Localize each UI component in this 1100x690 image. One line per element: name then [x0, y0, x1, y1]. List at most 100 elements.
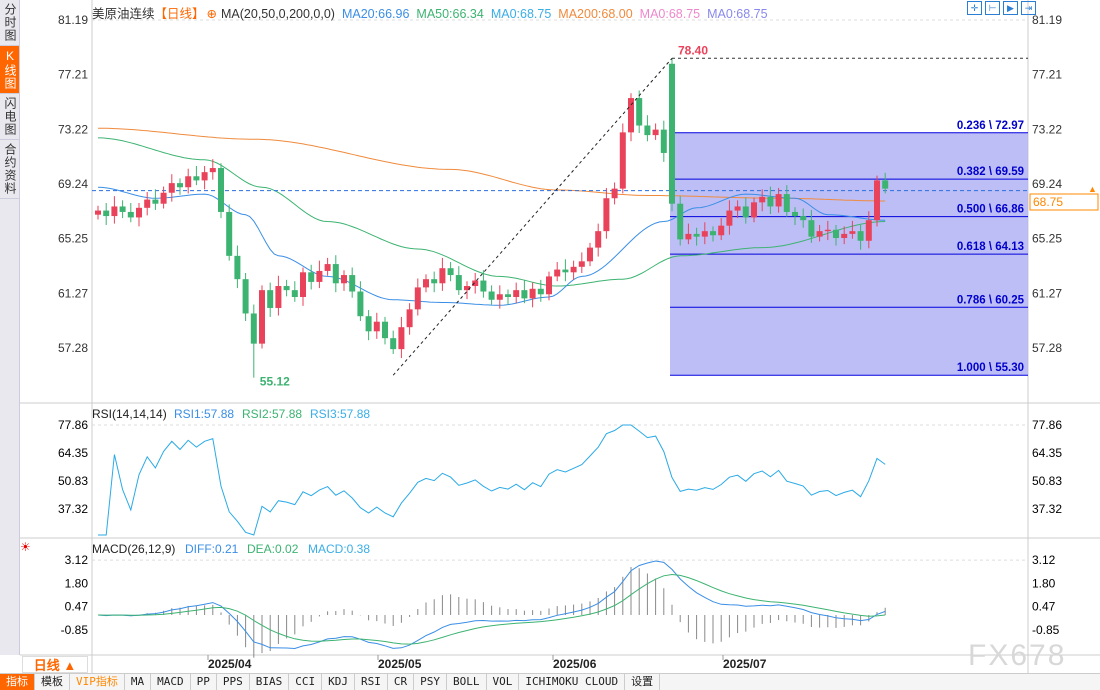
- candle: [193, 176, 200, 181]
- candle: [226, 211, 233, 256]
- price-tick: 65.25: [1032, 232, 1062, 246]
- chart-header: 美原油连续【日线】 ⊕ MA(20,50,0,200,0,0) MA20:66.96 M…: [92, 3, 775, 22]
- date-label: 2025/07: [723, 657, 767, 671]
- candle: [660, 129, 667, 153]
- candle: [316, 270, 323, 282]
- sidebar-item-timeshare[interactable]: 分时图: [0, 0, 19, 46]
- sidebar-item-flash[interactable]: 闪电图: [0, 94, 19, 140]
- date-label: 2025/04: [208, 657, 252, 671]
- candle: [267, 290, 274, 308]
- settings-icon[interactable]: ⊕: [206, 7, 218, 21]
- ma0-value: MA0:68.75: [639, 7, 701, 21]
- candle: [751, 202, 757, 218]
- rsi-tick: 50.83: [1032, 474, 1062, 488]
- diff-value: DIFF:0.21: [185, 542, 239, 556]
- chart-canvas[interactable]: 81.19 81.19 77.21 77.21 73.22 73.22 69.24 69.24…: [0, 0, 1100, 673]
- candle: [710, 231, 716, 236]
- zoom-x-icon[interactable]: ⊢: [985, 1, 1000, 15]
- candle: [382, 321, 388, 339]
- macd-settings-icon: ☀: [20, 540, 31, 554]
- tab-16[interactable]: 设置: [625, 674, 661, 690]
- candle: [619, 132, 626, 189]
- rsi3-value: RSI3:57.88: [310, 407, 370, 421]
- tab-6[interactable]: PPS: [217, 674, 250, 690]
- candle: [677, 203, 684, 240]
- symbol-name: 美原油连续: [92, 7, 155, 21]
- price-tick: 57.28: [1032, 341, 1062, 355]
- candle: [136, 207, 142, 218]
- tab-9[interactable]: KDJ: [322, 674, 355, 690]
- candle: [324, 264, 331, 271]
- candle: [185, 176, 192, 188]
- price-tick: 57.28: [58, 341, 88, 355]
- candle: [874, 180, 880, 221]
- tab-5[interactable]: PP: [191, 674, 217, 690]
- candle: [447, 268, 454, 276]
- tab-2[interactable]: VIP指标: [70, 674, 125, 690]
- candle: [127, 211, 134, 218]
- dea-value: DEA:0.02: [247, 542, 299, 556]
- candle: [349, 275, 356, 292]
- high-label: 78.40: [678, 43, 708, 57]
- rsi2-value: RSI2:57.88: [242, 407, 302, 421]
- tab-4[interactable]: MACD: [151, 674, 191, 690]
- tab-7[interactable]: BIAS: [250, 674, 290, 690]
- candle: [275, 286, 282, 308]
- candle: [431, 279, 438, 284]
- candle: [119, 206, 126, 212]
- tab-15[interactable]: ICHIMOKU CLOUD: [519, 674, 626, 690]
- crosshair-icon[interactable]: ✛: [967, 1, 982, 15]
- candle: [587, 247, 593, 262]
- zoom-y-icon[interactable]: ▶: [1003, 1, 1018, 15]
- candle: [496, 294, 503, 300]
- candle: [242, 279, 249, 314]
- candle: [701, 231, 708, 237]
- fib-level-label: 1.000 \ 55.30: [957, 362, 1024, 374]
- scroll-end-icon[interactable]: ⇥: [1021, 1, 1036, 15]
- candle: [628, 98, 634, 133]
- candle: [398, 327, 405, 350]
- period-button[interactable]: 日线 ▲: [22, 656, 88, 673]
- current-price-badge: [1029, 193, 1099, 211]
- sidebar-item-kline[interactable]: K线图: [0, 46, 19, 94]
- candle: [685, 233, 692, 240]
- sidebar-item-contract-info[interactable]: 合约资料: [0, 140, 19, 199]
- candle: [103, 210, 110, 217]
- ma-label[interactable]: MA(20,50,0,200,0,0): [221, 7, 335, 21]
- ma50-line: [98, 137, 886, 287]
- candle: [439, 268, 446, 284]
- candle: [168, 183, 175, 193]
- tab-14[interactable]: VOL: [487, 674, 520, 690]
- price-tick: 73.22: [58, 122, 88, 136]
- tab-3[interactable]: MA: [125, 674, 152, 690]
- tab-1[interactable]: 模板: [35, 674, 70, 690]
- tab-13[interactable]: BOLL: [447, 674, 487, 690]
- rsi-tick: 64.35: [1032, 446, 1062, 460]
- macd-tick: 0.47: [1032, 600, 1056, 614]
- macd-tick: 3.12: [1032, 553, 1056, 567]
- macd-tick: 3.12: [65, 553, 89, 567]
- date-label: 2025/06: [553, 657, 597, 671]
- rsi-tick: 64.35: [58, 446, 88, 460]
- fib-level-label: 0.618 \ 64.13: [957, 241, 1024, 253]
- candle: [570, 266, 577, 273]
- candle: [800, 216, 807, 221]
- price-tick: 81.19: [58, 13, 88, 27]
- candle: [152, 199, 159, 204]
- candle: [488, 291, 495, 300]
- price-tick: 61.27: [1032, 286, 1062, 300]
- price-tick: 61.27: [58, 286, 88, 300]
- tab-11[interactable]: CR: [388, 674, 415, 690]
- candle: [390, 338, 397, 350]
- tab-10[interactable]: RSI: [355, 674, 388, 690]
- price-tick: 77.21: [58, 68, 88, 82]
- chart-toolbar: ✛ ⊢ ▶ ⇥: [967, 1, 1036, 15]
- tab-8[interactable]: CCI: [289, 674, 323, 690]
- candle: [636, 98, 643, 126]
- price-tick: 69.24: [1032, 177, 1062, 191]
- ma50-value: MA50:66.34: [416, 7, 484, 21]
- tab-12[interactable]: PSY: [414, 674, 447, 690]
- tab-0[interactable]: 指标: [0, 674, 35, 690]
- fib-level-label: 0.382 \ 69.59: [957, 166, 1024, 178]
- candle: [595, 231, 602, 248]
